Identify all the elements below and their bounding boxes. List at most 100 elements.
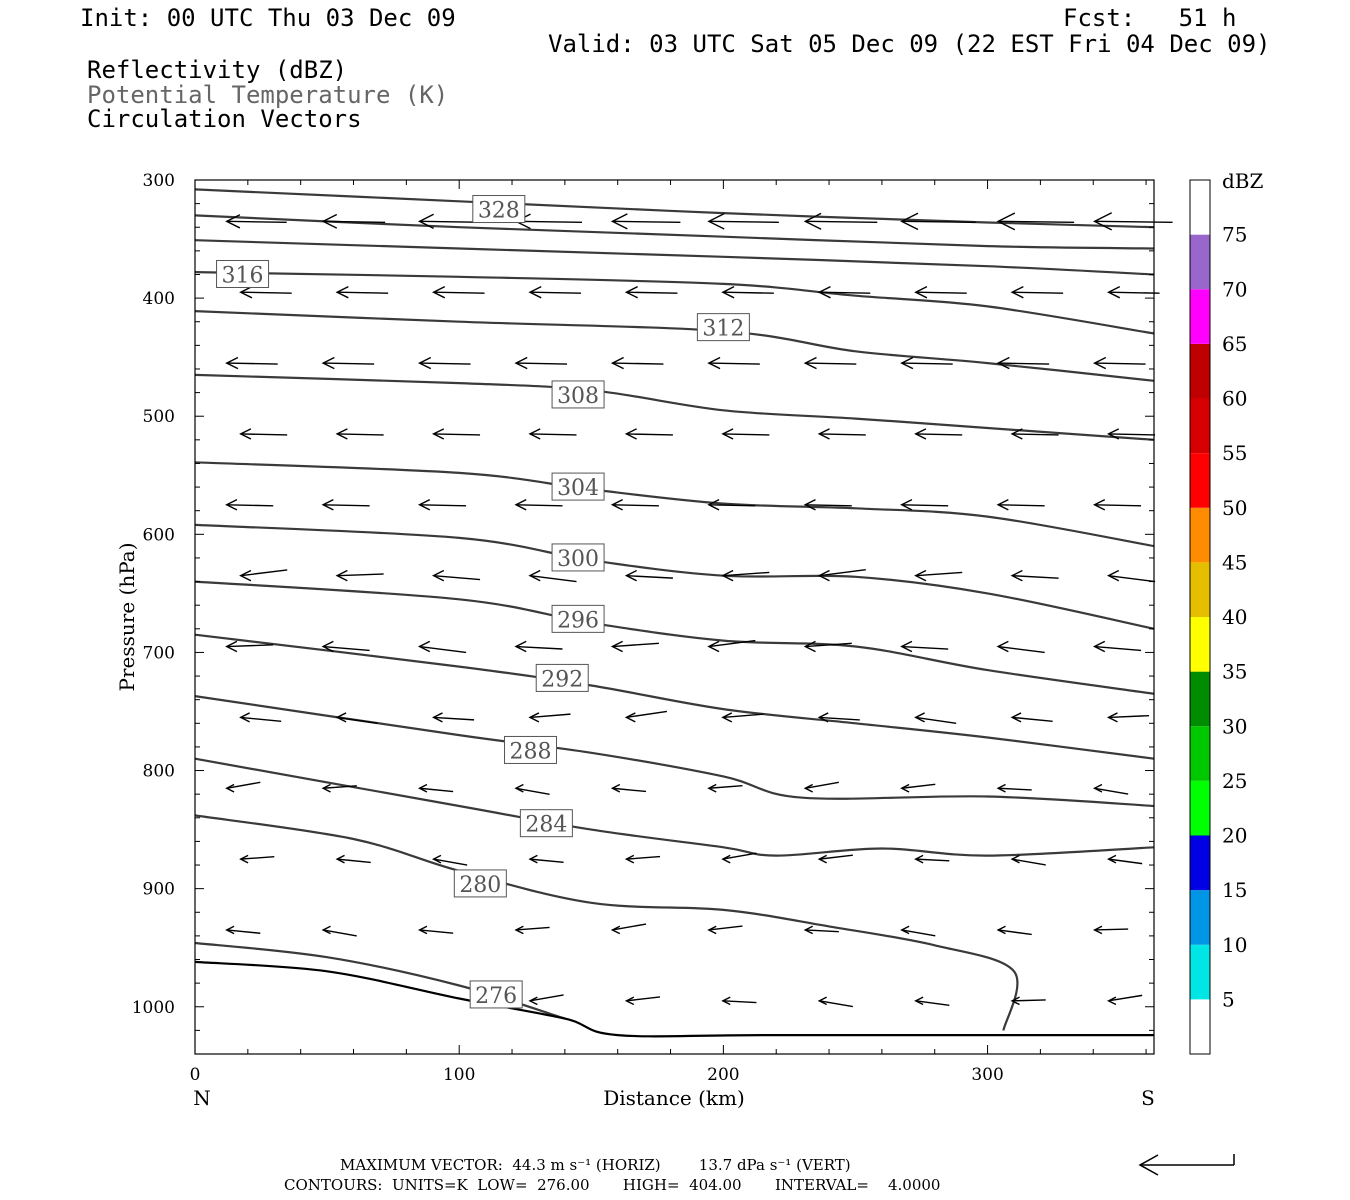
vector-shaft xyxy=(1094,787,1129,795)
circulation-vector xyxy=(1092,212,1173,231)
colorbar-swatch xyxy=(1190,726,1210,781)
vector-head xyxy=(803,783,813,793)
vector-head xyxy=(803,640,816,653)
circulation-vector xyxy=(610,213,681,230)
vector-shaft xyxy=(529,433,577,436)
vector-shaft xyxy=(819,291,871,294)
vector-shaft xyxy=(722,713,764,719)
vector-shaft xyxy=(805,929,839,933)
vector-shaft xyxy=(612,220,681,224)
theta-contour-296 xyxy=(194,580,1155,695)
circulation-vector xyxy=(514,640,563,653)
colorbar-swatch xyxy=(1190,890,1210,945)
circulation-vector xyxy=(610,640,659,653)
contour-label-304: 304 xyxy=(557,476,599,501)
circulation-vector xyxy=(514,356,568,370)
vector-shaft xyxy=(612,642,659,648)
circulation-vector xyxy=(335,428,384,440)
circulation-vector xyxy=(514,783,550,795)
circulation-vector xyxy=(225,214,287,229)
vector-head xyxy=(417,356,432,370)
vector-shaft xyxy=(433,858,468,866)
vector-shaft xyxy=(901,645,949,650)
x-tick-label: 100 xyxy=(443,1065,475,1085)
circulation-vector xyxy=(707,213,779,230)
vector-shaft xyxy=(915,291,967,294)
contour-label-box-292 xyxy=(535,663,589,692)
vector-head xyxy=(900,356,914,370)
vector-head xyxy=(1092,212,1113,231)
colorbar-level-label: 45 xyxy=(1222,550,1247,574)
vector-shaft xyxy=(515,504,563,507)
vector-head xyxy=(528,712,540,723)
vector-shaft xyxy=(819,568,866,577)
circulation-vector xyxy=(707,639,756,653)
contour-label-276: 276 xyxy=(475,984,517,1009)
vector-shaft xyxy=(901,783,936,789)
vector-head xyxy=(610,925,621,935)
circulation-vector xyxy=(610,783,647,793)
vector-shaft xyxy=(722,571,770,577)
circulation-vector xyxy=(914,569,963,582)
vector-head xyxy=(1106,996,1117,1006)
vector-shaft xyxy=(722,852,757,860)
circulation-vector xyxy=(721,996,757,1006)
vector-shaft xyxy=(626,996,661,1002)
circulation-vector xyxy=(996,640,1045,654)
vector-head xyxy=(900,783,910,793)
vector-shaft xyxy=(323,504,370,507)
circulation-vector xyxy=(914,996,950,1007)
vector-head xyxy=(707,925,717,935)
circulation-vector xyxy=(239,854,275,864)
vector-shaft xyxy=(433,574,481,581)
circulation-vector xyxy=(321,783,357,793)
vector-shaft xyxy=(1012,858,1046,866)
theta-contour-320 xyxy=(194,239,1155,276)
colorbar-level-label: 75 xyxy=(1222,223,1247,247)
circulation-vector xyxy=(996,499,1045,511)
colorbar-swatch xyxy=(1190,617,1210,672)
circulation-vector xyxy=(817,996,853,1008)
circulation-vector xyxy=(514,499,563,511)
vector-shaft xyxy=(1094,220,1173,224)
vector-shaft xyxy=(337,858,371,864)
vector-shaft xyxy=(1012,716,1053,722)
circulation-vector xyxy=(900,212,976,231)
vector-head xyxy=(803,925,813,935)
vector-head xyxy=(817,285,831,299)
circulation-vector xyxy=(335,285,389,299)
vector-head xyxy=(1010,428,1023,440)
vector-shaft xyxy=(998,645,1045,654)
vector-head xyxy=(610,783,621,793)
vector-shaft xyxy=(819,433,866,436)
vector-head xyxy=(514,640,527,653)
south-label: S xyxy=(1141,1086,1155,1110)
circulation-vector xyxy=(417,499,467,511)
circulation-vector xyxy=(528,569,577,583)
colorbar-swatch xyxy=(1190,398,1210,454)
circulation-vector xyxy=(900,640,949,653)
colorbar-swatch xyxy=(1190,180,1210,235)
vector-head xyxy=(335,428,348,440)
colorbar-layer: 5 10 15 20 25 30 35 40 45 50 55 60 65 70 75 xyxy=(1189,179,1247,1055)
vector-head xyxy=(803,212,822,230)
circulation-vector xyxy=(1010,712,1053,723)
circulation-vector xyxy=(914,854,950,864)
vector-shaft xyxy=(626,291,678,294)
contour-label-308: 308 xyxy=(557,384,599,409)
vector-shaft xyxy=(901,362,953,365)
vector-shaft xyxy=(915,1000,950,1007)
vector-shaft xyxy=(515,787,550,795)
vector-head xyxy=(431,569,445,582)
vector-shaft xyxy=(433,291,485,294)
colorbar-unit: dBZ xyxy=(1222,169,1264,193)
vector-shaft xyxy=(1108,858,1143,865)
circulation-vector xyxy=(321,213,386,229)
vector-shaft xyxy=(419,787,454,793)
circulation-vector xyxy=(996,356,1050,370)
vector-shaft xyxy=(226,644,274,648)
circulation-vector xyxy=(610,499,659,511)
circulation-vector xyxy=(817,428,866,440)
vector-shaft xyxy=(419,645,467,654)
vector-head xyxy=(321,356,335,370)
